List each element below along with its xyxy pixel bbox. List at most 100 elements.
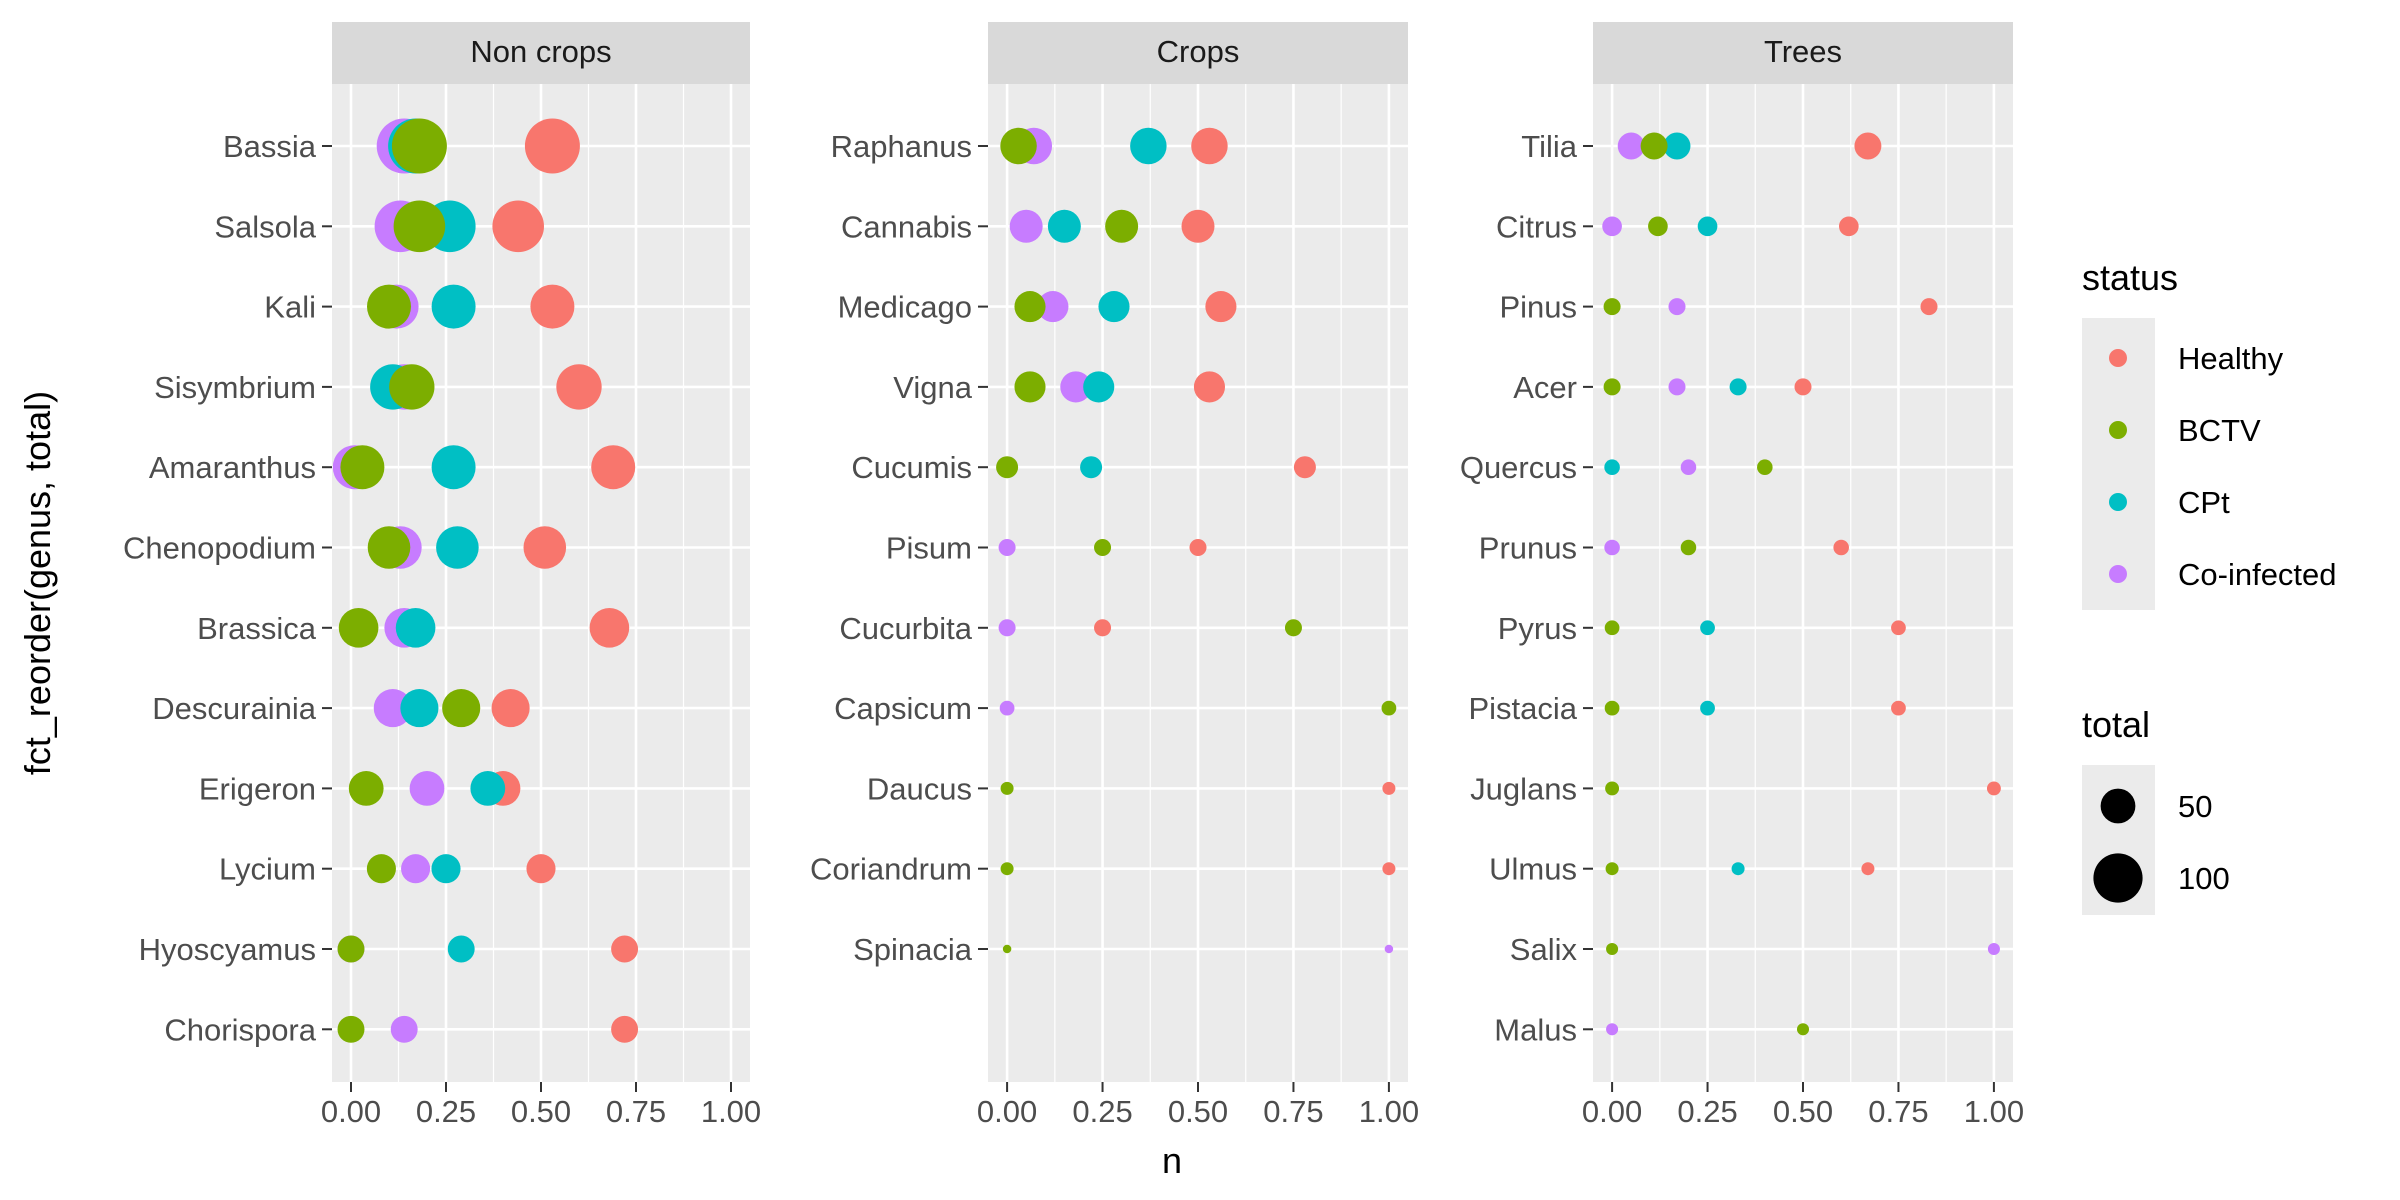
- data-point-bctv: [1000, 127, 1037, 165]
- x-tick-label: 1.00: [1964, 1094, 2024, 1129]
- y-tick-label: Pyrus: [1498, 611, 1577, 646]
- data-point-cpt: [431, 284, 476, 329]
- facet-strip: [332, 22, 750, 84]
- data-point-healthy: [1891, 620, 1906, 636]
- data-point-healthy: [1189, 538, 1207, 557]
- legend-label: Co-infected: [2178, 557, 2337, 592]
- y-tick-label: Capsicum: [834, 691, 972, 726]
- data-point-bctv: [389, 364, 435, 410]
- x-tick-label: 0.25: [1072, 1094, 1132, 1129]
- data-point-healthy: [611, 935, 639, 963]
- legend-total-title: total: [2082, 704, 2150, 745]
- legend-key-bctv: [2109, 421, 2127, 439]
- data-point-cpt: [1700, 700, 1715, 716]
- data-point-co-infected: [1680, 459, 1697, 475]
- legend-label: 100: [2178, 861, 2230, 896]
- legend-size-key: [2100, 788, 2136, 824]
- y-tick-label: Bassia: [223, 129, 317, 164]
- data-point-co-infected: [1987, 942, 2000, 956]
- legend-key-cpt: [2109, 493, 2127, 511]
- data-point-bctv: [338, 607, 379, 648]
- x-tick-label: 0.75: [606, 1094, 666, 1129]
- y-tick-label: Coriandrum: [810, 852, 972, 887]
- data-point-cpt: [395, 607, 436, 648]
- data-point-healthy: [1794, 378, 1812, 396]
- legend-key-co-infected: [2109, 565, 2127, 583]
- data-point-healthy: [1838, 216, 1859, 237]
- y-tick-label: Acer: [1513, 370, 1577, 405]
- y-tick-label: Daucus: [867, 771, 972, 806]
- data-point-cpt: [1130, 127, 1167, 165]
- legend-status-title: status: [2082, 257, 2178, 298]
- data-point-bctv: [393, 200, 446, 253]
- data-point-cpt: [1080, 456, 1103, 479]
- y-tick-label: Cannabis: [841, 209, 972, 244]
- data-point-co-infected: [409, 771, 445, 806]
- data-point-healthy: [524, 118, 580, 174]
- data-point-co-infected: [1604, 539, 1620, 556]
- y-tick-label: Sisymbrium: [154, 370, 316, 405]
- data-point-co-infected: [1384, 944, 1394, 954]
- data-point-cpt: [447, 935, 475, 963]
- y-tick-label: Salix: [1510, 932, 1578, 967]
- x-tick-label: 0.75: [1868, 1094, 1928, 1129]
- data-point-healthy: [591, 445, 636, 490]
- data-point-bctv: [367, 526, 411, 569]
- legend-label: BCTV: [2178, 413, 2261, 448]
- data-point-co-infected: [1009, 209, 1043, 243]
- legend-label: 50: [2178, 789, 2212, 824]
- y-tick-label: Pistacia: [1468, 691, 1577, 726]
- facet-strip: [988, 22, 1408, 84]
- y-tick-label: Ulmus: [1489, 852, 1577, 887]
- x-tick-label: 0.75: [1263, 1094, 1323, 1129]
- data-point-co-infected: [401, 854, 431, 884]
- data-point-bctv: [1002, 944, 1012, 954]
- x-tick-label: 1.00: [701, 1094, 761, 1129]
- data-point-bctv: [996, 456, 1019, 479]
- data-point-bctv: [1606, 942, 1619, 956]
- y-tick-label: Hyoscyamus: [139, 932, 316, 967]
- y-tick-label: Pinus: [1499, 290, 1577, 325]
- y-tick-label: Salsola: [214, 209, 316, 244]
- y-axis-title: fct_reorder(genus, total): [17, 391, 58, 775]
- data-point-healthy: [611, 1015, 639, 1043]
- data-point-cpt: [431, 445, 476, 490]
- legend-size-key: [2093, 853, 2143, 903]
- data-point-healthy: [1293, 456, 1316, 479]
- data-point-cpt: [436, 526, 479, 569]
- data-point-co-infected: [1602, 216, 1622, 237]
- data-point-cpt: [431, 854, 461, 884]
- x-tick-label: 1.00: [1359, 1094, 1419, 1129]
- data-point-cpt: [1083, 371, 1115, 403]
- data-point-healthy: [523, 526, 567, 569]
- y-tick-label: Cucumis: [851, 450, 972, 485]
- y-tick-label: Descurainia: [152, 691, 316, 726]
- y-tick-label: Citrus: [1496, 209, 1577, 244]
- facet-title: Crops: [1157, 34, 1240, 69]
- data-point-healthy: [491, 689, 530, 728]
- data-point-co-infected: [373, 689, 412, 728]
- data-point-bctv: [1094, 538, 1112, 557]
- y-tick-label: Tilia: [1521, 129, 1577, 164]
- data-point-healthy: [1205, 291, 1237, 323]
- data-point-bctv: [1604, 620, 1620, 636]
- data-point-healthy: [1094, 619, 1112, 637]
- facet-strip: [1593, 22, 2013, 84]
- x-tick-label: 0.50: [1773, 1094, 1833, 1129]
- x-tick-label: 0.00: [977, 1094, 1037, 1129]
- data-point-co-infected: [1668, 298, 1686, 316]
- x-axis-title: n: [1162, 1140, 1182, 1181]
- data-point-healthy: [1854, 132, 1882, 160]
- data-point-healthy: [1382, 862, 1396, 876]
- data-point-bctv: [1796, 1023, 1810, 1036]
- data-point-co-infected: [1668, 378, 1686, 396]
- data-point-cpt: [1047, 209, 1081, 243]
- x-tick-label: 0.25: [416, 1094, 476, 1129]
- data-point-co-infected: [998, 619, 1016, 637]
- data-point-healthy: [556, 364, 602, 410]
- y-tick-label: Malus: [1494, 1012, 1577, 1047]
- data-point-healthy: [1986, 781, 2001, 796]
- data-point-bctv: [1680, 539, 1697, 556]
- x-tick-label: 0.50: [1168, 1094, 1228, 1129]
